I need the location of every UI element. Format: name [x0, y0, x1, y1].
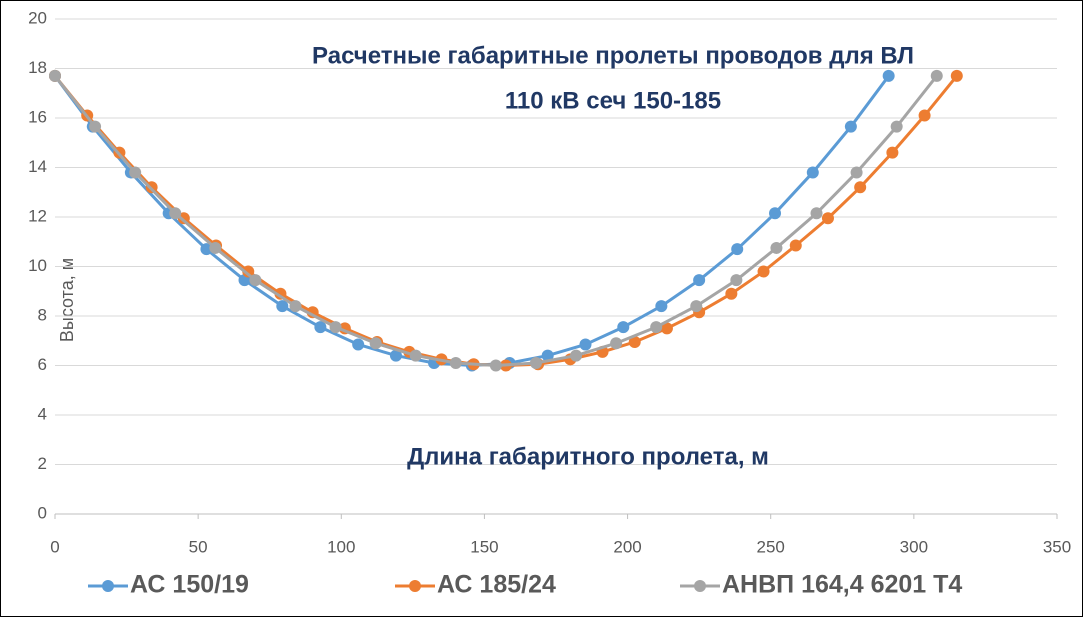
point	[369, 337, 382, 350]
x-tick-label: 200	[613, 537, 641, 556]
y-tick-label: 20	[28, 8, 47, 27]
point	[49, 69, 61, 82]
point	[529, 357, 542, 370]
point	[882, 69, 895, 82]
point	[725, 287, 738, 300]
point	[409, 349, 422, 362]
legend-label: АС 150/19	[130, 571, 249, 599]
y-axis-label: Высота, м	[57, 258, 77, 342]
y-tick-label: 10	[28, 256, 47, 275]
point	[329, 321, 342, 334]
point	[850, 166, 863, 179]
x-tick-label: 50	[189, 537, 208, 556]
point	[650, 321, 663, 334]
point	[200, 243, 213, 256]
point	[209, 241, 222, 254]
chart-title: Расчетные габаритные пролеты проводов дл…	[312, 42, 914, 69]
legend-swatch	[409, 580, 421, 592]
y-tick-label: 16	[28, 107, 47, 126]
x-tick-label: 100	[327, 537, 355, 556]
point	[890, 120, 903, 133]
legend-label: АНВП 164,4 6201 Т4	[722, 571, 962, 599]
y-tick-label: 6	[38, 355, 47, 374]
point	[886, 146, 899, 159]
point	[489, 359, 502, 372]
x-tick-label: 300	[900, 537, 928, 556]
point	[690, 300, 703, 313]
point	[918, 109, 931, 122]
point	[89, 120, 102, 133]
y-tick-label: 0	[38, 503, 47, 522]
point	[806, 166, 819, 179]
chart-title: 110 кВ сеч 150-185	[505, 87, 721, 114]
point	[276, 300, 289, 313]
point	[541, 349, 554, 362]
point	[129, 166, 142, 179]
point	[655, 300, 668, 313]
point	[854, 181, 867, 194]
point	[389, 349, 402, 362]
point	[821, 212, 834, 225]
point	[289, 300, 302, 313]
point	[660, 322, 673, 335]
point	[731, 243, 744, 256]
legend-swatch	[102, 580, 114, 592]
y-tick-label: 2	[38, 454, 47, 473]
y-tick-label: 18	[28, 58, 47, 77]
point	[789, 239, 802, 252]
point	[770, 241, 783, 254]
point	[810, 207, 823, 220]
point	[570, 349, 583, 362]
point	[242, 265, 255, 278]
legend-swatch	[694, 580, 706, 592]
x-tick-label: 350	[1043, 537, 1071, 556]
point	[844, 120, 857, 133]
point	[610, 337, 623, 350]
point	[693, 274, 706, 287]
point	[769, 207, 782, 220]
point	[730, 274, 743, 287]
point	[314, 321, 327, 334]
x-tick-label: 250	[757, 537, 785, 556]
y-tick-label: 4	[38, 404, 47, 423]
point	[950, 69, 963, 82]
legend-label: АС 185/24	[437, 571, 556, 599]
point	[757, 265, 770, 278]
y-tick-label: 8	[38, 305, 47, 324]
x-tick-label: 0	[50, 537, 59, 556]
point	[930, 69, 943, 82]
point	[352, 338, 365, 351]
point	[579, 338, 592, 351]
x-tick-label: 150	[470, 537, 498, 556]
point	[617, 321, 630, 334]
point	[449, 357, 462, 370]
y-tick-label: 12	[28, 206, 47, 225]
y-tick-label: 14	[28, 157, 47, 176]
point	[628, 335, 641, 348]
point	[249, 274, 262, 287]
point	[169, 207, 182, 220]
x-axis-label: Длина габаритного пролета, м	[407, 443, 769, 470]
